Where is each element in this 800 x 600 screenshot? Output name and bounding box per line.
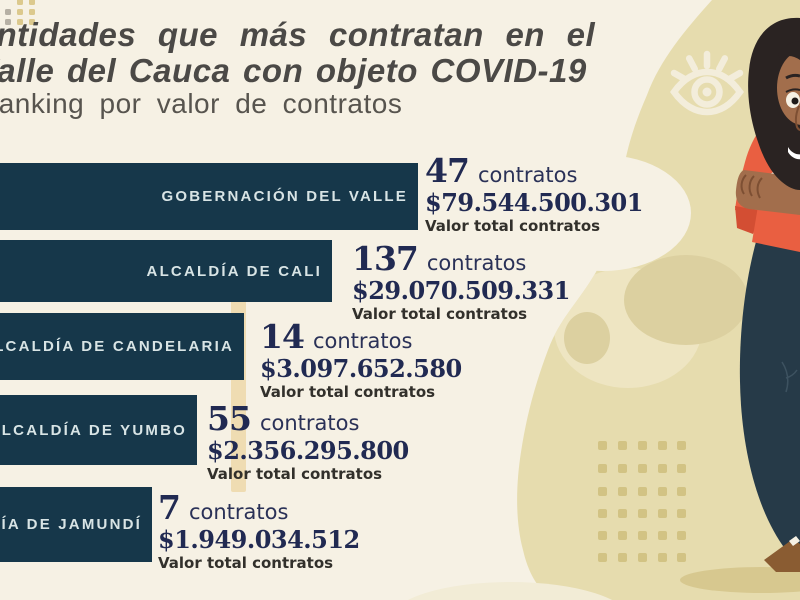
contract-count: 55 (207, 399, 252, 438)
value-block-cali: 137 contratos $29.070.509.331 Valor total… (352, 242, 570, 322)
contract-count: 14 (260, 317, 305, 356)
nose-line (794, 105, 800, 131)
eyebrow (785, 73, 800, 80)
total-value-label: Valor total contratos (352, 304, 528, 323)
title-line-1: Entidades que más contratan en el (0, 16, 596, 53)
bar-alcaldia-de-cali: ALCALDÍA DE CALI (0, 240, 332, 302)
hair-fringe (778, 41, 800, 60)
total-value: $2.356.295.800 (207, 436, 409, 465)
person-shirt (735, 108, 800, 224)
contract-count: 7 (158, 488, 181, 527)
bar-label: ALCALDÍA DE CANDELARIA (0, 338, 234, 355)
contract-unit: contratos (312, 329, 413, 353)
total-value-label: Valor total contratos (158, 553, 334, 572)
contract-unit: contratos (188, 500, 289, 524)
bar-alcaldia-de-candelaria: ALCALDÍA DE CANDELARIA (0, 313, 244, 380)
bar-label: ALCALDÍA DE JAMUNDÍ (0, 516, 142, 533)
person-pants (739, 238, 800, 558)
contract-count: 47 (425, 151, 470, 190)
total-value: $79.544.500.301 (425, 188, 643, 217)
person-neck (778, 110, 800, 180)
smile (788, 147, 800, 160)
subtitle: Ranking por valor de contratos (0, 88, 403, 119)
total-value-label: Valor total contratos (260, 382, 436, 401)
blob-light-patch (554, 268, 702, 388)
person-face (777, 51, 800, 125)
blob-dark-ellipse-small (564, 312, 610, 364)
bar-label: ALCALDÍA DE CALI (146, 262, 322, 280)
person-shadow (680, 567, 800, 593)
contract-unit: contratos (259, 411, 360, 435)
total-value: $1.949.034.512 (158, 525, 360, 554)
bar-alcaldia-de-yumbo: ALCALDÍA DE YUMBO (0, 395, 197, 465)
value-block-gobernacion: 47 contratos $79.544.500.301 Valor total … (425, 154, 643, 234)
shirt-lower (752, 206, 800, 252)
contract-unit: contratos (477, 163, 578, 187)
total-value-label: Valor total contratos (425, 216, 601, 235)
bar-label: ALCALDÍA DE YUMBO (0, 421, 187, 439)
person-shoe (764, 539, 800, 572)
bar-alcaldia-de-jamundi: ALCALDÍA DE JAMUNDÍ (0, 487, 152, 562)
eyelid-line (785, 88, 800, 93)
total-value-label: Valor total contratos (207, 464, 383, 483)
value-block-yumbo: 55 contratos $2.356.295.800 Valor total c… (207, 402, 409, 482)
person-illustration (680, 17, 800, 593)
contract-unit: contratos (426, 251, 527, 275)
bottom-light-ellipse (407, 582, 613, 600)
value-block-jamundi: 7 contratos $1.949.034.512 Valor total co… (158, 491, 360, 571)
person-hair (748, 17, 800, 191)
value-block-candelaria: 14 contratos $3.097.652.580 Valor total c… (260, 320, 462, 400)
total-value: $29.070.509.331 (352, 276, 570, 305)
bar-label: GOBERNACIÓN DEL VALLE (161, 188, 408, 205)
person-sock (789, 536, 800, 546)
bar-gobernacion-del-valle: GOBERNACIÓN DEL VALLE (0, 163, 418, 230)
eye-icon (670, 50, 744, 116)
person-neck-shadow (778, 112, 800, 138)
dots-pattern-bottom-right (598, 441, 686, 562)
person-pupil (791, 97, 799, 105)
pants-detail (781, 361, 798, 393)
person-arm (735, 170, 800, 215)
contract-count: 137 (352, 239, 419, 278)
total-value: $3.097.652.580 (260, 354, 462, 383)
shirt-fold (735, 206, 762, 234)
blob-dark-ellipse (624, 255, 748, 345)
hand-fingers (740, 174, 763, 199)
title-line-2: Valle del Cauca con objeto COVID-19 (0, 52, 587, 89)
person-eye (786, 92, 800, 108)
shirt-stripes (761, 149, 800, 191)
